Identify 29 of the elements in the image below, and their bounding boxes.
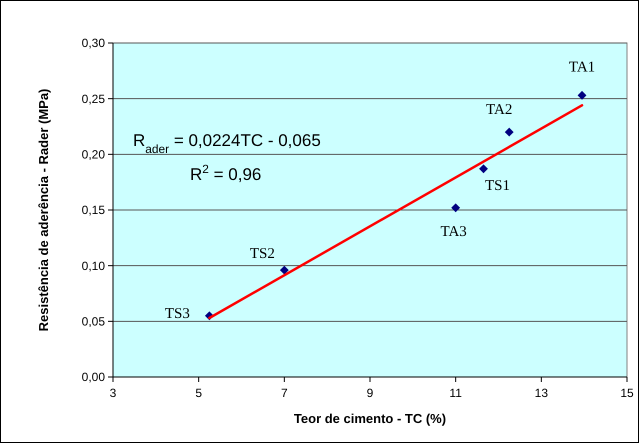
y-tick-label: 0,15 <box>82 203 106 218</box>
annotation: TS2 <box>250 246 275 262</box>
y-tick-label: 0,20 <box>82 148 106 162</box>
x-tick-label: 9 <box>366 386 374 400</box>
y-tick-label: 0,00 <box>82 370 106 384</box>
annotation: R$^{2}$ = 0,96 <box>190 162 262 184</box>
y-tick-label: 0,25 <box>82 92 106 106</box>
x-tick-label: 3 <box>110 386 117 400</box>
x-tick-label: 5 <box>195 386 202 400</box>
annotation: TA1 <box>568 59 596 76</box>
x-axis-title: Teor de cimento - TC (%) <box>294 411 446 426</box>
point <box>479 164 488 174</box>
x-tick-label: 7 <box>280 386 288 400</box>
point <box>504 128 514 136</box>
annotation: R$_{ader}$ = 0,0224TC - 0,065 <box>133 131 321 156</box>
point <box>451 203 460 212</box>
y-tick-label: 0,05 <box>82 314 106 329</box>
y-tick-label: 0,10 <box>82 258 106 273</box>
annotation: TA2 <box>486 102 512 118</box>
annotation: TS1 <box>485 178 510 194</box>
annotation: TS3 <box>164 306 190 322</box>
y-tick-label: 0,30 <box>82 36 106 50</box>
point <box>280 266 289 275</box>
annotation: TA3 <box>440 224 467 240</box>
y-axis-title: Resistência de aderência - Rader (MPa) <box>36 88 51 332</box>
point <box>578 90 586 100</box>
x-tick-label: 15 <box>620 386 634 400</box>
x-tick-label: 11 <box>449 386 462 400</box>
x-tick-label: 13 <box>534 386 548 400</box>
